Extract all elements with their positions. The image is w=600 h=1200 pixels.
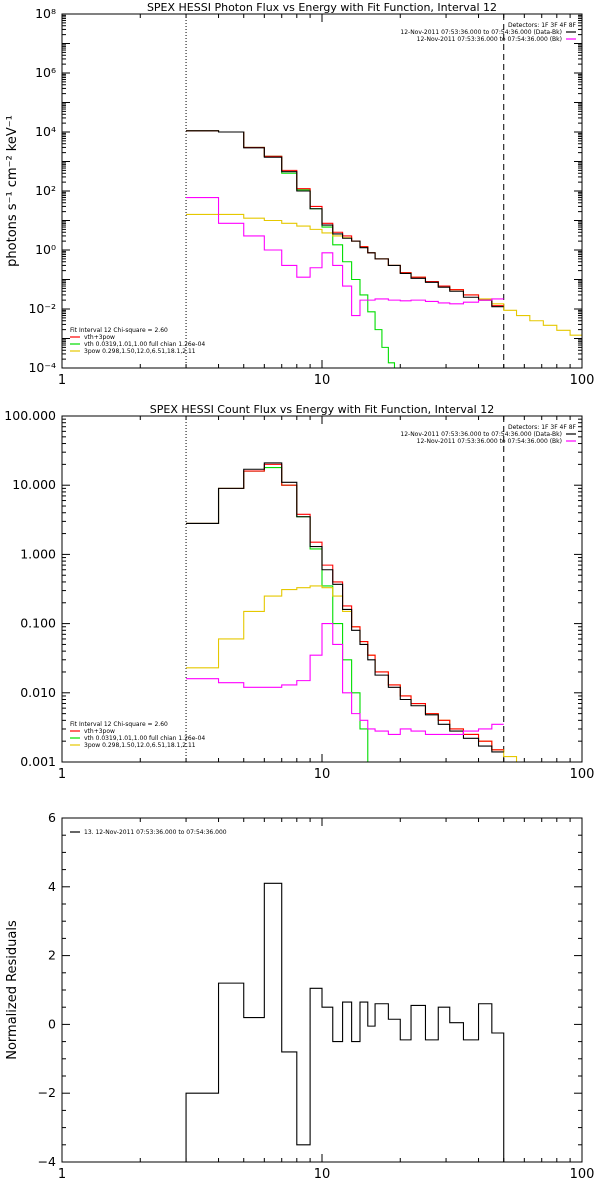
y-tick-label: 10⁻⁴: [28, 360, 56, 375]
x-tick-label: 1: [58, 1167, 66, 1182]
y-tick-label: 10²: [35, 183, 56, 198]
chart-title: SPEX HESSI Photon Flux vs Energy with Fi…: [147, 1, 497, 14]
legend-entry: 12-Nov-2011 07:53:36.000 to 07:54:36.000…: [417, 438, 562, 445]
legend-header: Fit Interval 12 Chi-square = 2.60: [70, 327, 168, 334]
series-3-line: [186, 463, 504, 751]
y-tick-label: 6: [48, 810, 56, 825]
y-tick-label: 100.000: [4, 408, 56, 423]
legend-entry: 3pow 0.298,1.50,12.0,6.51,18.1,2.11: [84, 742, 196, 749]
y-tick-label: 0.010: [20, 685, 56, 700]
y-tick-label: 4: [48, 879, 56, 894]
legend-entry: vth 0.0319,1.01,1.00 full chian 1.26e-04: [84, 735, 205, 742]
legend-entry: 13. 12-Nov-2011 07:53:36.000 to 07:54:36…: [84, 829, 227, 836]
y-tick-label: 0.001: [20, 754, 56, 769]
series-group: [186, 130, 582, 368]
y-tick-label: 0: [48, 1016, 56, 1031]
series-2-line: [186, 585, 544, 762]
y-tick-label: 10.000: [12, 477, 56, 492]
x-tick-label: 1: [58, 373, 66, 388]
legend-entry: 12-Nov-2011 07:53:36.000 to 07:54:36.000…: [400, 431, 562, 438]
y-tick-label: 10⁸: [35, 6, 56, 21]
y-tick-label: 1.000: [20, 546, 56, 561]
series-1-line: [186, 130, 406, 368]
legend-entry: 12-Nov-2011 07:53:36.000 to 07:54:36.000…: [417, 36, 562, 43]
series-4-line: [186, 462, 504, 753]
series-5-line: [186, 623, 504, 736]
y-tick-label: 10⁴: [35, 124, 56, 139]
y-axis-label: Normalized Residuals: [5, 920, 20, 1060]
legend-header: Fit Interval 12 Chi-square = 2.60: [70, 721, 168, 728]
x-tick-label: 10: [314, 1167, 331, 1182]
y-tick-label: −4: [38, 1154, 56, 1169]
x-tick-label: 1: [58, 767, 66, 782]
x-tick-label: 10: [314, 373, 331, 388]
y-tick-label: 0.100: [20, 616, 56, 631]
series-1-line: [186, 466, 382, 762]
x-tick-label: 100: [570, 373, 595, 388]
series-group: [185, 882, 505, 1162]
legend-entry: vth+3pow: [84, 334, 115, 341]
series-4-line: [186, 130, 504, 308]
series-3-line: [186, 130, 504, 307]
legend-entry: vth+3pow: [84, 728, 115, 735]
x-tick-label: 100: [570, 1167, 595, 1182]
legend-header: Detectors: 1F 3F 4F 8F: [508, 424, 577, 431]
chart-panel-1: SPEX HESSI Photon Flux vs Energy with Fi…: [5, 1, 594, 388]
y-tick-label: −2: [38, 1085, 56, 1100]
legend-entry: 3pow 0.298,1.50,12.0,6.51,18.1,2.11: [84, 348, 196, 355]
legend-header: Detectors: 1F 3F 4F 8F: [508, 22, 577, 29]
y-tick-label: 10⁻²: [28, 301, 56, 316]
series-group: [186, 462, 544, 762]
x-tick-label: 10: [314, 767, 331, 782]
y-tick-label: 10⁶: [35, 65, 56, 80]
chart-title: SPEX HESSI Count Flux vs Energy with Fit…: [150, 403, 494, 416]
legend-entry: vth 0.0319,1.01,1.00 full chian 1.26e-04: [84, 341, 205, 348]
chart-panel-2: SPEX HESSI Count Flux vs Energy with Fit…: [4, 403, 594, 782]
y-tick-label: 2: [48, 948, 56, 963]
x-tick-label: 100: [570, 767, 595, 782]
series-5-line: [186, 196, 504, 317]
series-2-line: [186, 213, 582, 336]
y-axis-label: photons s⁻¹ cm⁻² keV⁻¹: [5, 115, 20, 267]
series-1-line: [185, 882, 505, 1162]
legend-entry: 12-Nov-2011 07:53:36.000 to 07:54:36.000…: [400, 29, 562, 36]
y-tick-label: 10⁰: [35, 242, 56, 257]
chart-panel-3: Normalized Residuals 1 10 100 −4 −2 0 2 4 6 13. 12…: [5, 810, 594, 1182]
